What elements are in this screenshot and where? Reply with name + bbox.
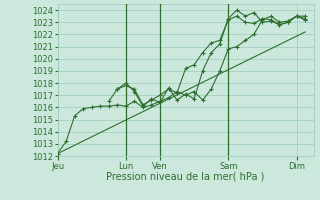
X-axis label: Pression niveau de la mer( hPa ): Pression niveau de la mer( hPa ): [107, 172, 265, 182]
